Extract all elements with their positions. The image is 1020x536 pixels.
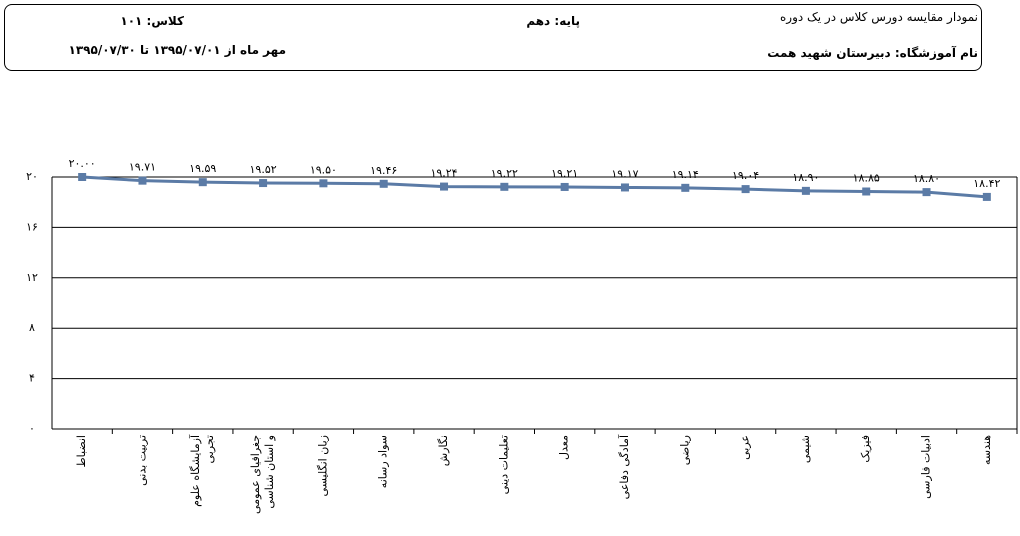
x-tick-label: فیزیک <box>859 435 872 463</box>
marker <box>741 185 750 194</box>
marker <box>801 186 810 195</box>
data-label: ۱۹.۱۷ <box>611 167 638 180</box>
label-line: تجربی <box>203 435 216 463</box>
class: کلاس: ۱۰۱ <box>120 14 184 28</box>
data-label: ۱۸.۴۲ <box>973 177 1000 190</box>
label-line: تعلیمات دینی <box>497 435 510 494</box>
marker <box>922 188 931 197</box>
marker <box>78 173 87 181</box>
label-line: آمادگی دفاعی <box>617 434 631 499</box>
x-tick-label: سواد رسانه <box>377 435 390 488</box>
label-line: فیزیک <box>859 435 872 463</box>
label-line: معدل <box>558 435 571 460</box>
data-label: ۲۰.۰۰ <box>69 157 96 170</box>
x-tick-label: شیمی <box>799 435 812 463</box>
data-label: ۱۸.۸۵ <box>853 171 880 184</box>
data-label: ۱۹.۵۲ <box>250 163 277 176</box>
marker <box>138 176 147 185</box>
label-line: سواد رسانه <box>377 435 390 488</box>
x-tick-label: انضباط <box>75 435 88 468</box>
x-tick-label: هندسه <box>980 435 993 465</box>
x-tick-label: ریاضی <box>678 435 691 465</box>
school: نام آموزشگاه: دبیرستان شهید همت <box>767 46 978 60</box>
y-tick-label: ۱۲ <box>26 271 38 284</box>
y-tick-label: ۸ <box>29 321 35 334</box>
marker <box>259 179 268 188</box>
label-line: آزمایشگاه علوم <box>188 434 202 507</box>
period: مهر ماه از ۱۳۹۵/۰۷/۰۱ تا ۱۳۹۵/۰۷/۳۰ <box>68 43 286 57</box>
y-tick-label: ۱۶ <box>26 220 38 233</box>
label-line: شیمی <box>799 435 812 463</box>
label-line: عربی <box>739 435 752 460</box>
x-tick-label: زبان انگلیسی <box>316 435 329 496</box>
label-line: زبان انگلیسی <box>316 435 329 496</box>
report-title: نمودار مقایسه دورس کلاس در یک دوره <box>779 10 978 24</box>
x-tick-label: عربی <box>739 435 752 460</box>
x-tick-label: آمادگی دفاعی <box>617 434 631 499</box>
marker <box>862 187 871 196</box>
label-line: جغرافیای عمومی <box>249 435 262 514</box>
data-label: ۱۹.۲۴ <box>430 167 457 180</box>
label-line: و استان شناسی <box>263 435 276 509</box>
label-line: تربیت بدنی <box>135 435 148 486</box>
x-tick-label: آزمایشگاه علومتجربی <box>188 434 216 507</box>
header-box <box>4 4 982 71</box>
label-line: نگارش <box>437 435 450 466</box>
marker <box>379 179 388 188</box>
x-tick-label: ادبیات فارسی <box>920 435 933 499</box>
data-label: ۱۹.۲۱ <box>551 167 578 180</box>
marker <box>982 192 991 201</box>
data-label: ۱۸.۹۰ <box>792 171 819 184</box>
data-label: ۱۹.۰۴ <box>732 169 759 182</box>
grade: پایه: دهم <box>526 14 580 28</box>
marker <box>681 183 690 192</box>
data-label: ۱۹.۵۰ <box>310 163 337 176</box>
marker <box>440 182 449 191</box>
label-line: ادبیات فارسی <box>920 435 933 499</box>
label-line: هندسه <box>980 435 993 465</box>
marker <box>560 182 569 191</box>
x-tick-label: نگارش <box>437 435 450 466</box>
data-label: ۱۹.۴۶ <box>370 164 397 177</box>
data-line <box>82 175 987 199</box>
x-tick-label: جغرافیای عمومیو استان شناسی <box>249 435 276 514</box>
marker <box>620 183 629 192</box>
marker <box>319 179 328 188</box>
data-label: ۱۹.۲۲ <box>491 167 518 180</box>
y-tick-label: ۰ <box>29 422 35 435</box>
x-tick-label: معدل <box>558 435 571 460</box>
data-label: ۱۹.۵۹ <box>189 162 216 175</box>
y-tick-label: ۲۰ <box>26 170 38 183</box>
label-line: انضباط <box>75 435 88 468</box>
data-label: ۱۸.۸۰ <box>913 172 940 185</box>
marker <box>198 178 207 187</box>
label-line: ریاضی <box>678 435 691 465</box>
y-tick-label: ۴ <box>29 372 35 385</box>
x-tick-label: تعلیمات دینی <box>497 435 510 494</box>
x-tick-label: تربیت بدنی <box>135 435 148 486</box>
data-label: ۱۹.۱۴ <box>672 168 699 181</box>
data-label: ۱۹.۷۱ <box>129 161 156 174</box>
marker <box>500 182 509 191</box>
